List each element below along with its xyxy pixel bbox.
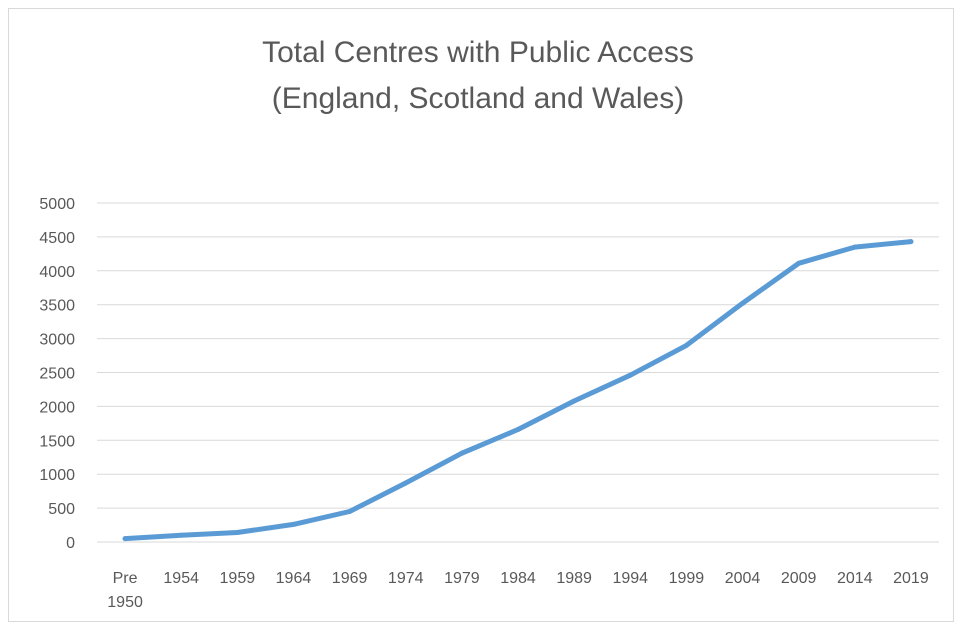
data-point	[403, 480, 409, 486]
data-point	[683, 342, 689, 348]
x-tick-label-line: 1964	[276, 570, 312, 587]
y-tick-label: 5000	[39, 196, 75, 213]
x-tick-label-line: 1974	[388, 570, 424, 587]
chart-title-line-1: Total Centres with Public Access	[262, 36, 694, 69]
y-tick-label: 0	[66, 535, 75, 552]
x-tick-label-line: 1950	[107, 594, 143, 611]
x-tick-label: 1964	[276, 570, 312, 587]
gridlines	[97, 202, 939, 543]
data-point	[290, 521, 296, 527]
x-tick-label: 1954	[163, 570, 199, 587]
data-point	[796, 260, 802, 266]
x-tick-label-line: 1999	[669, 570, 705, 587]
x-tick-label: 1999	[669, 570, 705, 587]
data-point	[908, 239, 914, 245]
x-tick-label: 2004	[725, 570, 761, 587]
x-tick-label: 1984	[500, 570, 536, 587]
x-tick-label: 1979	[444, 570, 480, 587]
x-tick-label-line: 2014	[837, 570, 873, 587]
data-point	[627, 372, 633, 378]
x-tick-label: 1989	[556, 570, 592, 587]
y-axis-ticks: 0 500 1000 1500 2000 2500 3000 3500 4000 4500 5000	[39, 196, 75, 552]
y-tick-label: 1500	[39, 433, 75, 450]
y-tick-label: 4000	[39, 264, 75, 281]
x-tick-label-line: 2009	[781, 570, 817, 587]
x-tick-label-line: 2004	[725, 570, 761, 587]
x-tick-label-line: 1984	[500, 570, 536, 587]
x-axis-ticks: Pre 1950 1954 1959 1964 1969 1974 1979 1984 1989 1…	[107, 570, 929, 611]
y-tick-label: 1000	[39, 467, 75, 484]
x-tick-label-line: 1979	[444, 570, 480, 587]
data-point	[122, 536, 128, 542]
x-tick-label-line: 1959	[220, 570, 256, 587]
y-tick-label: 3500	[39, 298, 75, 315]
y-tick-label: 3000	[39, 332, 75, 349]
x-tick-label-line: 1954	[163, 570, 199, 587]
y-tick-label: 2000	[39, 399, 75, 416]
x-tick-label-line: 1969	[332, 570, 368, 587]
series-line	[122, 239, 914, 542]
data-point	[459, 450, 465, 456]
x-tick-label-line: 1994	[612, 570, 648, 587]
x-tick-label-line: 1989	[556, 570, 592, 587]
x-tick-label: 2019	[893, 570, 929, 587]
series-layer	[122, 239, 914, 542]
x-tick-label: 1959	[220, 570, 256, 587]
x-tick-label-line: Pre	[113, 570, 138, 587]
x-tick-label: Pre 1950	[107, 570, 143, 611]
x-tick-label-line: 2019	[893, 570, 929, 587]
chart-frame	[8, 8, 954, 622]
data-point	[740, 300, 746, 306]
y-tick-label: 4500	[39, 230, 75, 247]
x-tick-label: 1994	[612, 570, 648, 587]
data-point	[234, 530, 240, 536]
data-point	[178, 532, 184, 538]
x-tick-label: 2009	[781, 570, 817, 587]
data-point	[515, 426, 521, 432]
data-point	[571, 398, 577, 404]
y-tick-label: 500	[48, 501, 75, 518]
y-tick-label: 2500	[39, 366, 75, 383]
data-point	[347, 508, 353, 514]
x-tick-label: 1974	[388, 570, 424, 587]
chart-title: Total Centres with Public Access (Englan…	[0, 30, 956, 122]
chart-title-line-2: (England, Scotland and Wales)	[271, 82, 685, 115]
data-point	[852, 244, 858, 250]
x-tick-label: 2014	[837, 570, 873, 587]
x-tick-label: 1969	[332, 570, 368, 587]
